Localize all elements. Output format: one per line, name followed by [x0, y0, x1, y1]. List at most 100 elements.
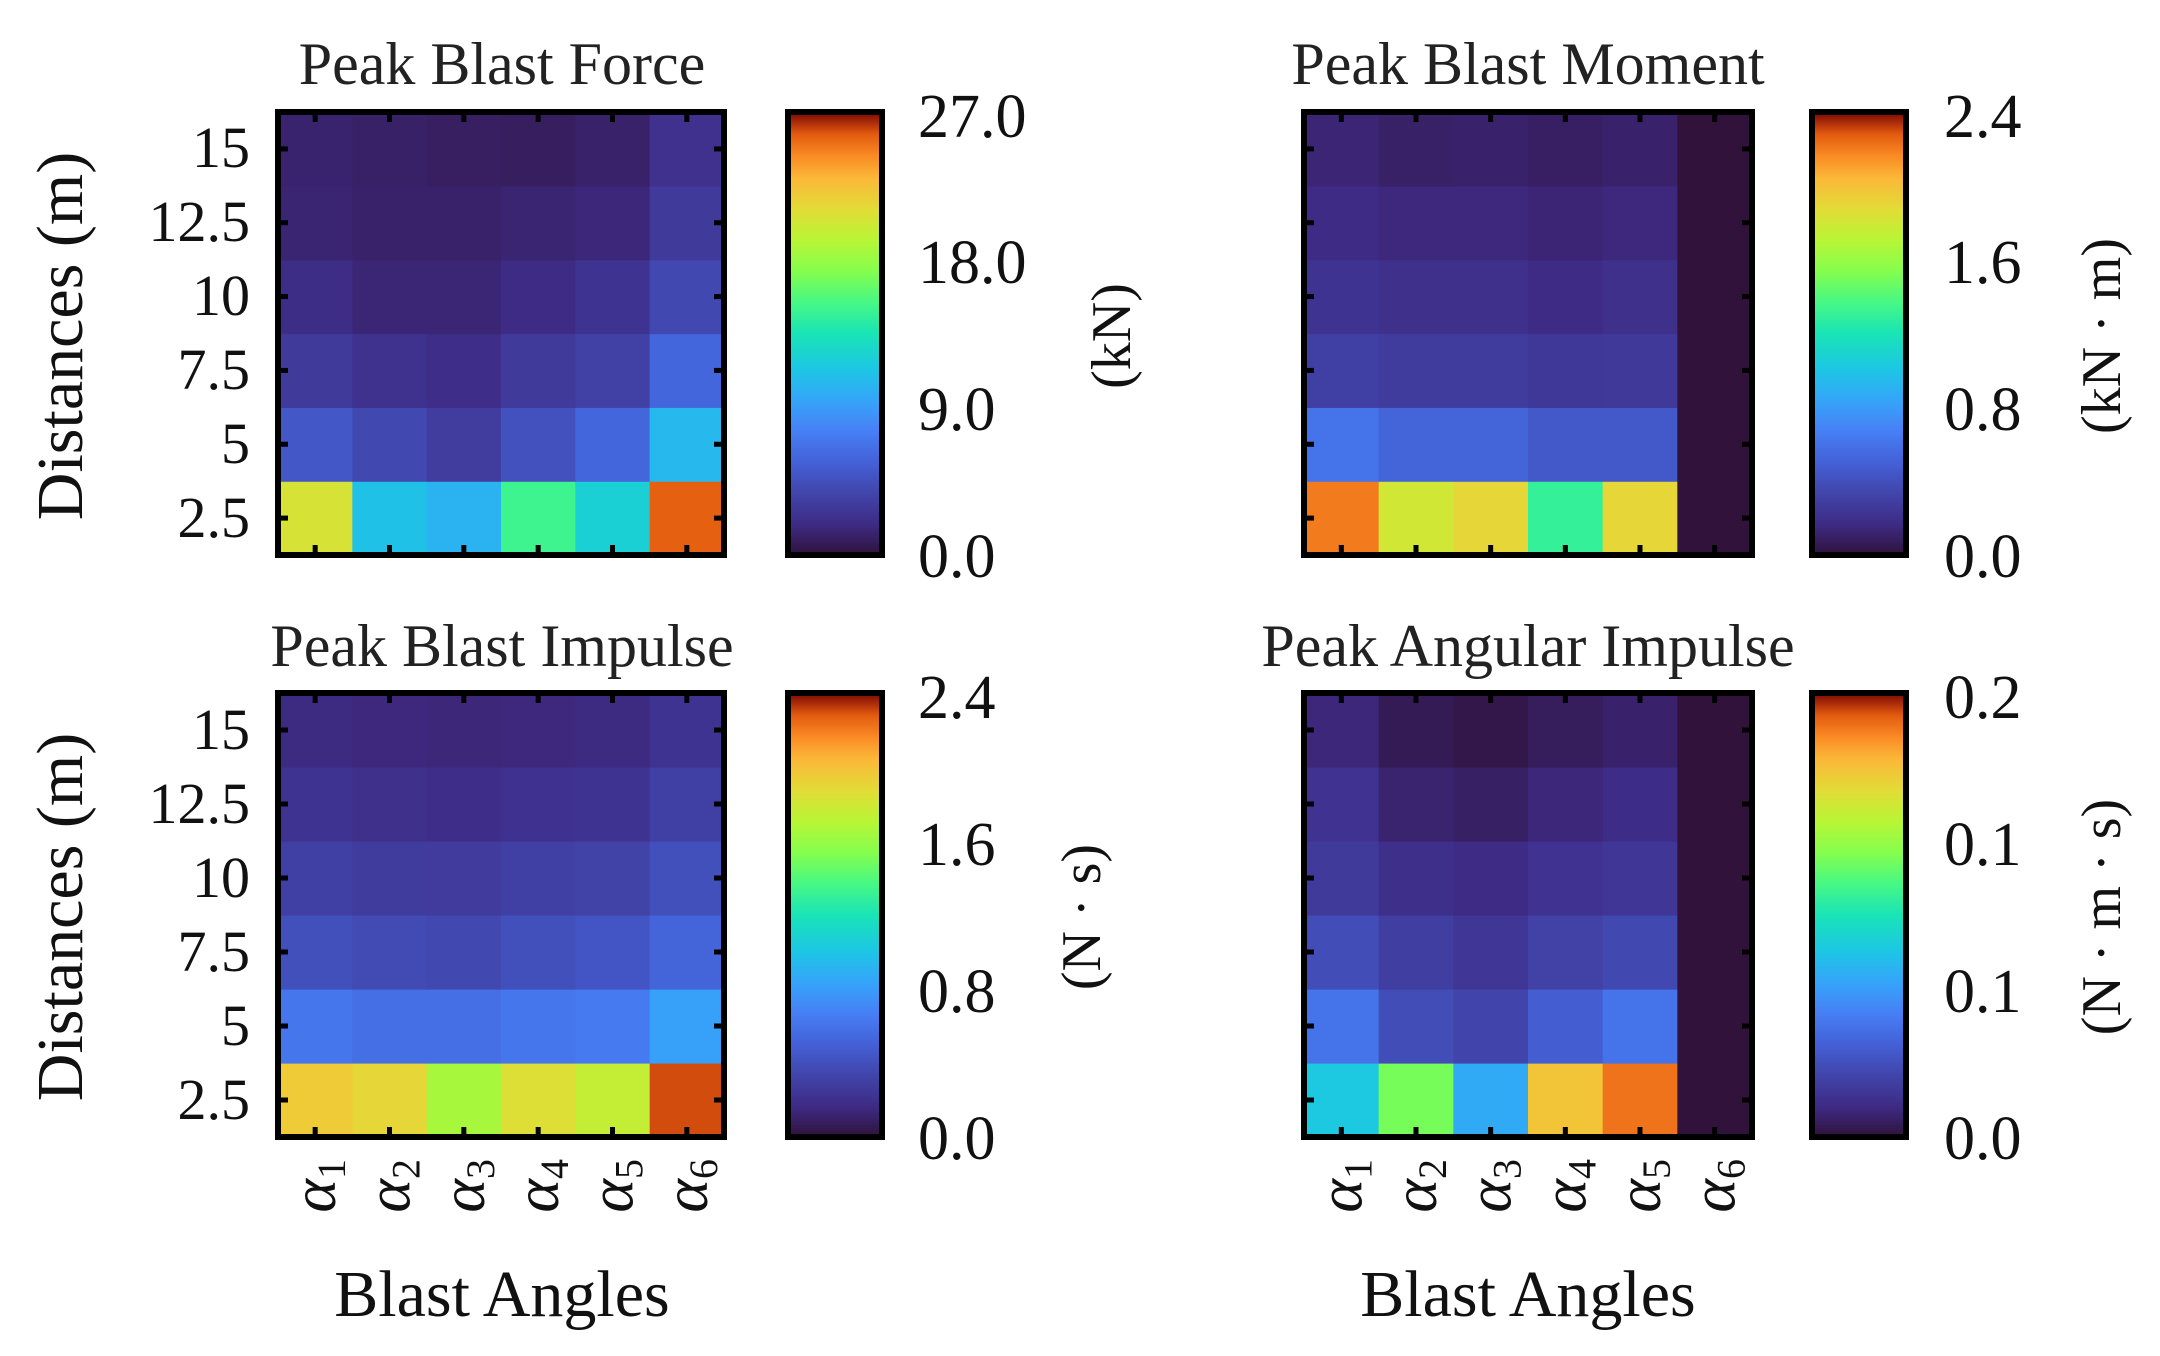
heatmap-cell: [1602, 767, 1678, 842]
heatmap-cell: [575, 185, 651, 261]
heatmap-cell: [649, 333, 725, 408]
heatmap-cell: [352, 407, 428, 482]
heatmap-cell: [352, 989, 428, 1064]
heatmap-cell: [575, 259, 651, 335]
y-tick-label: 2.5: [178, 485, 251, 550]
heatmap-cell: [1304, 841, 1380, 916]
colorbar-unit-label: (kN · m): [2071, 238, 2133, 434]
heatmap-cell: [426, 112, 502, 187]
colorbar-tick-label: 0.0: [918, 1105, 996, 1173]
panel-peak-blast-impulse: Peak Blast Impulse 15 12.5 10 7.5 5 2.5 …: [24, 613, 1113, 1331]
heatmap-cell: [426, 767, 502, 842]
heatmap-cell: [352, 185, 428, 261]
heatmap-cell: [1378, 767, 1454, 842]
heatmap-cell: [1304, 407, 1380, 482]
y-tick-label: 5: [221, 411, 250, 476]
heatmap-cell: [1453, 259, 1529, 335]
heatmap-cell: [1528, 112, 1604, 187]
heatmap-frame: [1301, 109, 1755, 558]
colorbar-tick-label: 0.8: [918, 958, 996, 1026]
y-tick-label: 7.5: [178, 337, 251, 402]
frame-ticks: [278, 693, 724, 1137]
heatmap-cell: [1378, 407, 1454, 482]
heatmap-cell: [1677, 407, 1753, 482]
heatmap-cell: [501, 915, 576, 990]
heatmap-cell: [1378, 915, 1454, 990]
heatmap-cell: [1528, 407, 1604, 482]
y-tick-label: 7.5: [178, 919, 251, 984]
y-tick-label: 10: [192, 845, 250, 910]
heatmap-cell: [649, 407, 725, 482]
heatmap-cell: [426, 989, 502, 1064]
x-tick-label: α2: [353, 1159, 429, 1213]
colorbar-tick-label: 0.0: [1944, 1105, 2022, 1173]
heatmap-cell: [501, 1063, 576, 1138]
x-tick-label: α3: [1454, 1159, 1530, 1213]
heatmap-cell: [278, 841, 353, 916]
heatmap-cell: [426, 481, 502, 556]
heatmap-cell: [575, 1063, 651, 1138]
heatmap-cell: [649, 481, 725, 556]
heatmap-cell: [1304, 989, 1380, 1064]
colorbar-frame: [785, 109, 885, 558]
heatmap-cell: [352, 112, 428, 187]
heatmap-cell: [575, 989, 651, 1064]
heatmap-cell: [649, 767, 725, 842]
heatmap-cell: [1602, 989, 1678, 1064]
heatmap-cell: [1304, 112, 1380, 187]
heatmap-cell: [426, 407, 502, 482]
panel-title: Peak Blast Impulse: [270, 613, 733, 679]
heatmap-cell: [1602, 112, 1678, 187]
colorbar-tick-label: 0.1: [1944, 811, 2022, 879]
heatmap-cell: [1453, 333, 1529, 408]
heatmap-cell: [1528, 989, 1604, 1064]
heatmap-cell: [278, 767, 353, 842]
heatmap-cell: [1602, 333, 1678, 408]
heatmap-cell: [501, 989, 576, 1064]
heatmap-cell: [1677, 989, 1753, 1064]
heatmap-cell: [1453, 915, 1529, 990]
heatmap-cell: [278, 407, 353, 482]
x-tick-label: α3: [427, 1159, 503, 1213]
heatmap-cell: [1528, 841, 1604, 916]
x-tick-label: α2: [1379, 1159, 1455, 1213]
heatmap-cell: [649, 989, 725, 1064]
heatmap-cell: [1453, 1063, 1529, 1138]
heatmap-cell: [1602, 841, 1678, 916]
y-tick-label: 15: [192, 115, 250, 180]
colorbar: [788, 112, 882, 555]
heatmap-cell: [278, 693, 353, 768]
heatmap-cell: [1304, 185, 1380, 261]
heatmap-cell: [352, 333, 428, 408]
heatmap-cell: [1677, 767, 1753, 842]
x-tick-label: α6: [650, 1159, 726, 1213]
colorbar-unit-label: (kN): [1081, 283, 1143, 389]
heatmap-cell: [1602, 185, 1678, 261]
y-tick-label: 10: [192, 263, 250, 328]
x-tick-label: α1: [1304, 1159, 1380, 1213]
heatmap-cell: [1453, 767, 1529, 842]
heatmap-cell: [1378, 841, 1454, 916]
colorbar-unit-label: (N · m · s): [2071, 799, 2133, 1035]
colorbar-tick-label: 9.0: [918, 376, 996, 444]
heatmap-cell: [1528, 693, 1604, 768]
y-axis-label: Distances (m): [24, 152, 97, 520]
heatmap-cell: [575, 915, 651, 990]
heatmap-cell: [649, 841, 725, 916]
heatmap-cell: [1528, 767, 1604, 842]
heatmap-cell: [501, 693, 576, 768]
heatmap-cell: [1602, 259, 1678, 335]
colorbar-tick-label: 0.1: [1944, 958, 2022, 1026]
heatmap-cell: [426, 1063, 502, 1138]
heatmap-cell: [352, 259, 428, 335]
heatmap-cell: [426, 185, 502, 261]
heatmap-cell: [1528, 259, 1604, 335]
heatmap-cell: [1677, 841, 1753, 916]
heatmap-cell: [1453, 112, 1529, 187]
heatmap-cell: [1304, 1063, 1380, 1138]
heatmap-cell: [352, 767, 428, 842]
colorbar: [1812, 112, 1906, 555]
heatmap-cell: [1602, 481, 1678, 556]
